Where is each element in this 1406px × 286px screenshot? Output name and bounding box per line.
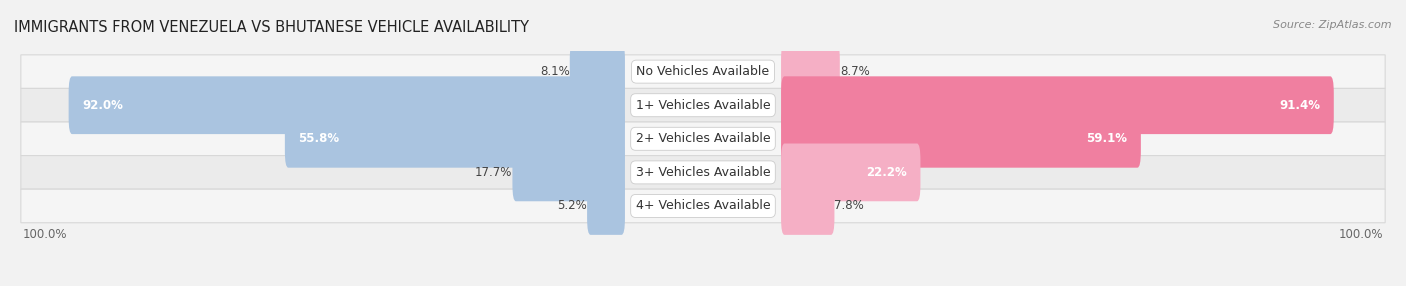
Text: 17.7%: 17.7%: [475, 166, 512, 179]
Text: 59.1%: 59.1%: [1087, 132, 1128, 145]
Text: 8.1%: 8.1%: [540, 65, 569, 78]
FancyBboxPatch shape: [21, 122, 1385, 156]
FancyBboxPatch shape: [782, 177, 834, 235]
Text: 7.8%: 7.8%: [834, 199, 865, 212]
Text: 22.2%: 22.2%: [866, 166, 907, 179]
Text: 5.2%: 5.2%: [557, 199, 588, 212]
FancyBboxPatch shape: [21, 88, 1385, 122]
Text: 100.0%: 100.0%: [22, 228, 67, 241]
FancyBboxPatch shape: [21, 55, 1385, 88]
FancyBboxPatch shape: [782, 110, 1140, 168]
FancyBboxPatch shape: [782, 43, 839, 100]
FancyBboxPatch shape: [782, 76, 1334, 134]
FancyBboxPatch shape: [69, 76, 624, 134]
FancyBboxPatch shape: [285, 110, 624, 168]
Text: 3+ Vehicles Available: 3+ Vehicles Available: [636, 166, 770, 179]
Text: 8.7%: 8.7%: [839, 65, 869, 78]
FancyBboxPatch shape: [782, 144, 921, 201]
Text: IMMIGRANTS FROM VENEZUELA VS BHUTANESE VEHICLE AVAILABILITY: IMMIGRANTS FROM VENEZUELA VS BHUTANESE V…: [14, 20, 529, 35]
Text: 1+ Vehicles Available: 1+ Vehicles Available: [636, 99, 770, 112]
Text: 55.8%: 55.8%: [298, 132, 340, 145]
Text: 91.4%: 91.4%: [1279, 99, 1320, 112]
FancyBboxPatch shape: [512, 144, 624, 201]
Text: 92.0%: 92.0%: [82, 99, 124, 112]
Text: Source: ZipAtlas.com: Source: ZipAtlas.com: [1274, 20, 1392, 30]
FancyBboxPatch shape: [21, 189, 1385, 223]
FancyBboxPatch shape: [588, 177, 624, 235]
Text: 100.0%: 100.0%: [1339, 228, 1384, 241]
FancyBboxPatch shape: [21, 156, 1385, 189]
Text: No Vehicles Available: No Vehicles Available: [637, 65, 769, 78]
Text: 4+ Vehicles Available: 4+ Vehicles Available: [636, 199, 770, 212]
Text: 2+ Vehicles Available: 2+ Vehicles Available: [636, 132, 770, 145]
FancyBboxPatch shape: [569, 43, 624, 100]
